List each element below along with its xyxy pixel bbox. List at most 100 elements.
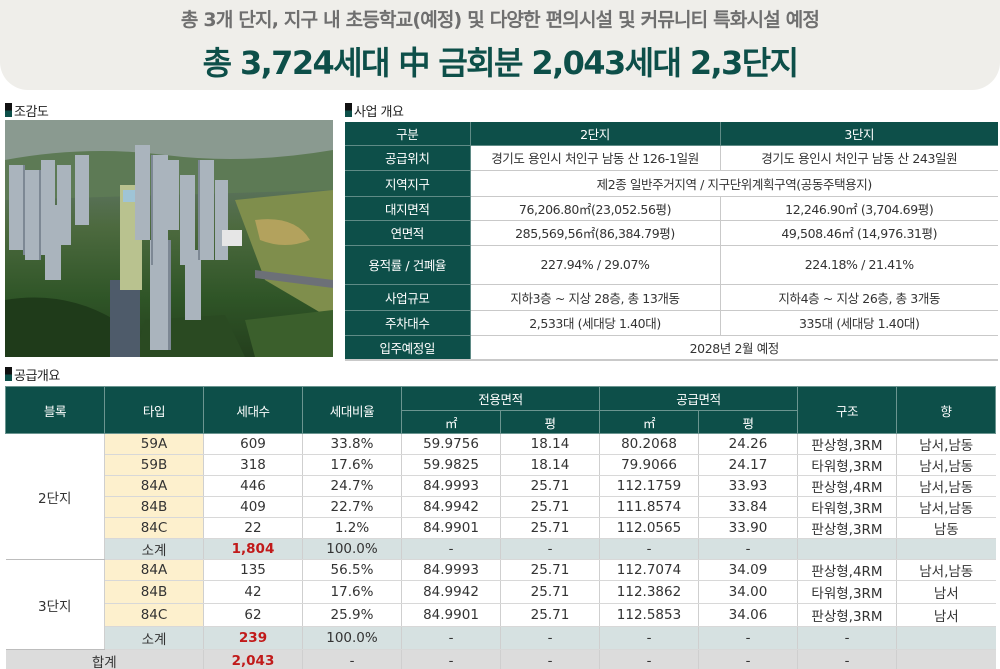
- cell-block2: 76,206.80㎡(23,052.56평): [470, 196, 721, 221]
- section-marker-icon: [5, 367, 12, 381]
- header-supply-sqm: ㎡: [599, 410, 699, 434]
- header-direction: 향: [896, 386, 996, 434]
- cell-structure: 타워형,3RM: [797, 454, 897, 476]
- cell-sup-py: 33.84: [698, 496, 798, 518]
- cell-sup-m2: 112.7074: [599, 559, 699, 581]
- header-supply-pyeong: 평: [698, 410, 798, 434]
- cell-ex-m2: 84.9901: [401, 603, 501, 627]
- table-row: 3단지 84A 135 56.5% 84.9993 25.71 112.7074…: [5, 559, 996, 650]
- cell-subtotal-ratio: 100.0%: [302, 626, 402, 650]
- cell-units: 409: [203, 496, 303, 518]
- table-row: 주차대수 2,533대 (세대당 1.40대) 335대 (세대당 1.40대): [345, 310, 998, 336]
- cell-sup-py: 34.09: [698, 559, 798, 581]
- business-section-label: 사업 개요: [345, 102, 404, 120]
- cell-structure: 판상형,3RM: [797, 603, 897, 627]
- header-supply-area: 공급면적: [599, 386, 798, 411]
- table-row: 연면적 285,569,56㎡(86,384.79평) 49,508.46㎡ (…: [345, 220, 998, 246]
- cell-total-ex-py: -: [500, 649, 600, 669]
- header-block2: 2단지: [470, 122, 721, 146]
- cell-block2: 지하3층 ~ 지상 28층, 총 13개동: [470, 284, 721, 311]
- row-label: 입주예정일: [345, 335, 471, 361]
- cell-type: 84B: [104, 580, 204, 604]
- cell-ex-m2: 59.9756: [401, 433, 501, 455]
- header-exclusive-area: 전용면적: [401, 386, 600, 411]
- cell-type: 59A: [104, 433, 204, 455]
- header-block: 블록: [5, 386, 105, 434]
- cell-sup-m2: 112.3862: [599, 580, 699, 604]
- banner-title: 총 3,724세대 中 금회분 2,043세대 2,3단지: [202, 44, 799, 82]
- table-row: 84A 446 24.7% 84.9993 25.71 112.1759 33.…: [6, 475, 996, 497]
- cell-structure: 판상형,4RM: [797, 559, 897, 581]
- table-header-row: 블록 타입 세대수 세대비율 전용면적 공급면적 구조 향: [5, 386, 996, 434]
- cell-subtotal-structure: [797, 538, 897, 560]
- header-category: 구분: [345, 122, 471, 146]
- cell-ratio: 1.2%: [302, 517, 402, 539]
- cell-structure: 판상형,3RM: [797, 433, 897, 455]
- header-units: 세대수: [203, 386, 303, 434]
- cell-ratio: 22.7%: [302, 496, 402, 518]
- cell-block3: 224.18% / 21.41%: [720, 245, 998, 285]
- header-banner: 총 3개 단지, 지구 내 초등학교(예정) 및 다양한 편의시설 및 커뮤니티…: [0, 0, 1000, 90]
- header-ratio: 세대비율: [302, 386, 402, 434]
- cell-block3: 지하4층 ~ 지상 26층, 총 3개동: [720, 284, 998, 311]
- cell-subtotal-ex-py: -: [500, 538, 600, 560]
- cell-sup-py: 34.06: [698, 603, 798, 627]
- cell-block3: 49,508.46㎡ (14,976.31평): [720, 220, 998, 246]
- cell-subtotal-direction: [896, 538, 996, 560]
- cell-total-direction: [896, 649, 996, 669]
- cell-type: 59B: [104, 454, 204, 476]
- business-overview-table: 구분 2단지 3단지 공급위치 경기도 용인시 처인구 남동 산 126-1일원…: [345, 122, 998, 361]
- cell-subtotal-structure: -: [797, 626, 897, 650]
- cell-direction: 남동: [896, 517, 996, 539]
- table-row: 공급위치 경기도 용인시 처인구 남동 산 126-1일원 경기도 용인시 처인…: [345, 145, 998, 171]
- cell-direction: 남서: [896, 603, 996, 627]
- cell-sup-m2: 79.9066: [599, 454, 699, 476]
- row-label: 지역지구: [345, 170, 471, 197]
- header-exclusive-pyeong: 평: [500, 410, 600, 434]
- cell-block2: 2,533대 (세대당 1.40대): [470, 310, 721, 336]
- cell-units: 318: [203, 454, 303, 476]
- cell-type: 84C: [104, 603, 204, 627]
- cell-units: 135: [203, 559, 303, 581]
- cell-ex-m2: 84.9993: [401, 475, 501, 497]
- cell-subtotal-sup-py: -: [698, 626, 798, 650]
- aerial-label-text: 조감도: [14, 104, 49, 120]
- table-row: 입주예정일 2028년 2월 예정: [345, 335, 998, 361]
- cell-ex-m2: 84.9942: [401, 496, 501, 518]
- supply-section-label: 공급개요: [5, 366, 60, 384]
- cell-type: 84A: [104, 559, 204, 581]
- cell-sup-py: 33.93: [698, 475, 798, 497]
- cell-ratio: 33.8%: [302, 433, 402, 455]
- cell-block2: 227.94% / 29.07%: [470, 245, 721, 285]
- cell-subtotal-direction: [896, 626, 996, 650]
- cell-units: 446: [203, 475, 303, 497]
- business-label-text: 사업 개요: [354, 104, 404, 120]
- table-row: 84B 42 17.6% 84.9942 25.71 112.3862 34.0…: [6, 580, 996, 604]
- table-row: 59B 318 17.6% 59.9825 18.14 79.9066 24.1…: [6, 454, 996, 476]
- block-name: 3단지: [5, 559, 105, 650]
- banner-subtitle: 총 3개 단지, 지구 내 초등학교(예정) 및 다양한 편의시설 및 커뮤니티…: [180, 9, 820, 31]
- cell-sup-py: 24.17: [698, 454, 798, 476]
- total-row: 합계 2,043 - - - - - -: [5, 649, 996, 669]
- cell-ex-py: 25.71: [500, 559, 600, 581]
- cell-ratio: 24.7%: [302, 475, 402, 497]
- cell-block3: 경기도 용인시 처인구 남동 산 243일원: [720, 145, 998, 171]
- table-header-row: 구분 2단지 3단지: [345, 122, 998, 146]
- header-exclusive-sqm: ㎡: [401, 410, 501, 434]
- cell-ratio: 17.6%: [302, 454, 402, 476]
- cell-sup-m2: 112.5853: [599, 603, 699, 627]
- cell-units: 42: [203, 580, 303, 604]
- cell-direction: 남서,남동: [896, 454, 996, 476]
- aerial-rendering-graphic: [5, 120, 333, 357]
- cell-ex-py: 25.71: [500, 475, 600, 497]
- row-label: 대지면적: [345, 196, 471, 221]
- cell-ex-py: 18.14: [500, 454, 600, 476]
- cell-subtotal-ex-py: -: [500, 626, 600, 650]
- cell-ex-py: 25.71: [500, 517, 600, 539]
- header-block3: 3단지: [720, 122, 998, 146]
- aerial-section-label: 조감도: [5, 102, 49, 120]
- cell-structure: 판상형,3RM: [797, 517, 897, 539]
- cell-ex-py: 18.14: [500, 433, 600, 455]
- row-label: 사업규모: [345, 284, 471, 311]
- cell-ex-m2: 84.9942: [401, 580, 501, 604]
